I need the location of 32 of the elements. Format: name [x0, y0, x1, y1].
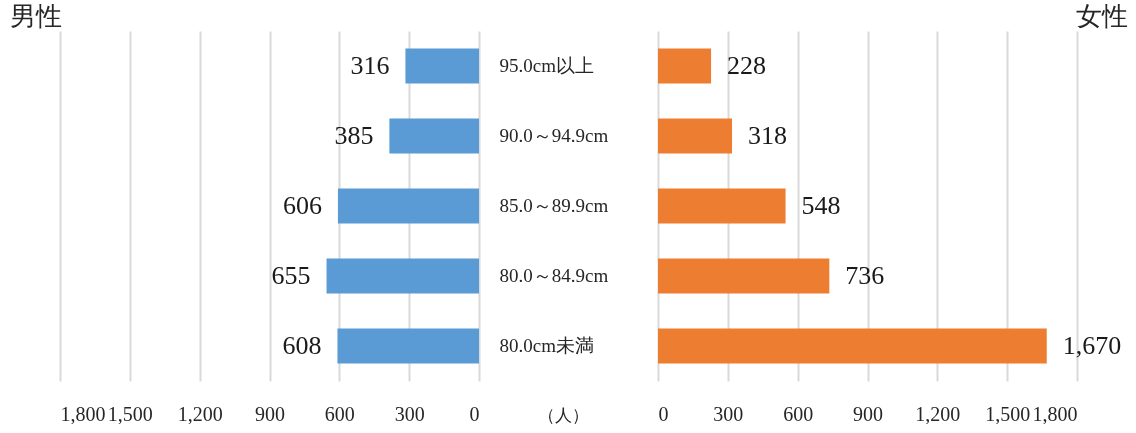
x-tick-label: 600 [324, 402, 355, 425]
x-tick-label: 600 [783, 402, 814, 425]
data-label: 655 [271, 261, 311, 290]
x-tick-label: 300 [394, 402, 425, 425]
x-tick-label: 0 [658, 402, 669, 425]
y-tick-label: 85.0～89.9cm [499, 195, 609, 216]
data-label: 736 [845, 261, 885, 290]
x-tick-label: 900 [255, 402, 285, 425]
data-label: 606 [282, 191, 322, 220]
data-label: 228 [727, 51, 767, 80]
chart-title: 女性 [1076, 1, 1128, 31]
x-tick-label: 1,800 [1032, 402, 1078, 425]
data-label: 608 [282, 331, 322, 360]
text: （人） [537, 406, 589, 425]
y-tick-label: 95.0cm以上 [499, 55, 594, 76]
x-tick-label: 1,800 [60, 402, 106, 425]
x-tick-label: 300 [713, 402, 744, 425]
x-tick-label: 1,500 [985, 402, 1031, 425]
y-tick-label: 90.0～94.9cm [499, 125, 609, 146]
data-label: 318 [748, 121, 788, 150]
data-label: 316 [350, 51, 390, 80]
x-tick-label: 1,200 [177, 402, 223, 425]
x-tick-label: 1,200 [915, 402, 961, 425]
y-tick-label: 80.0cm未満 [499, 335, 594, 356]
x-tick-label: 900 [853, 402, 883, 425]
data-label: 385 [334, 121, 374, 150]
x-tick-label: 0 [469, 402, 480, 425]
data-label: 1,670 [1062, 331, 1122, 360]
chart-title: 男性 [10, 1, 62, 31]
data-label: 548 [801, 191, 841, 220]
y-tick-label: 80.0～84.9cm [499, 265, 609, 286]
x-tick-label: 1,500 [107, 402, 153, 425]
